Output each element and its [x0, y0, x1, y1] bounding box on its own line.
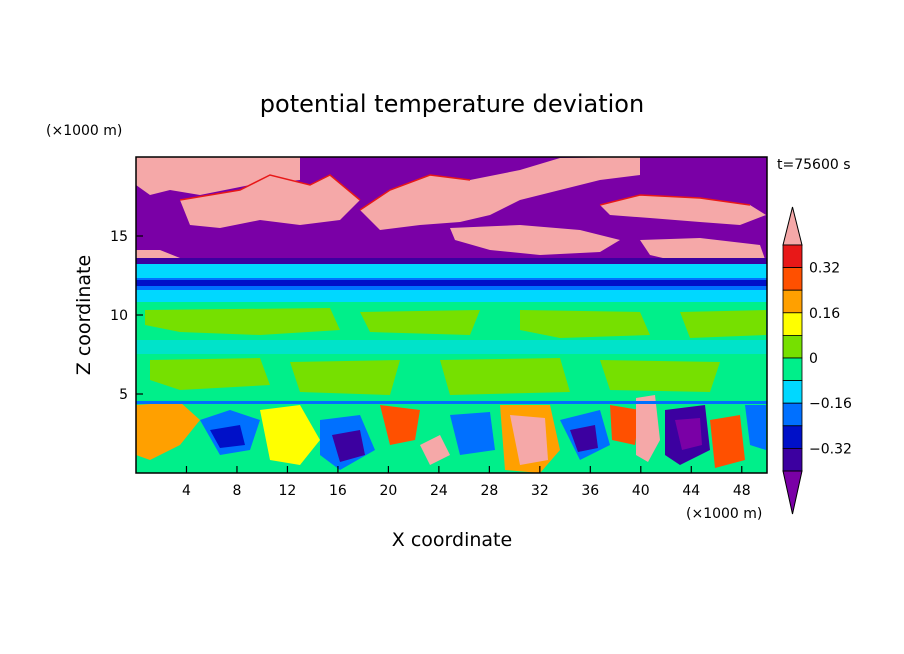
time-label: t=75600 s	[777, 157, 851, 173]
plot-area	[136, 157, 767, 473]
cloud-patch	[136, 157, 300, 195]
colorbar-segment	[782, 334, 803, 359]
x-tick-label: 24	[430, 483, 448, 499]
convective-cell	[710, 415, 745, 468]
x-tick-label: 32	[531, 483, 549, 499]
x-tick-label: 44	[682, 483, 700, 499]
x-tick-label: 20	[379, 483, 397, 499]
colorbar-segment	[782, 312, 803, 336]
warm-band	[150, 358, 720, 395]
convective-cell	[636, 395, 660, 462]
convective-cell	[136, 402, 200, 460]
colorbar-label: 0	[809, 351, 818, 367]
colorbar-label: 0.32	[809, 261, 840, 277]
y-tick-label: 15	[110, 229, 128, 245]
x-tick-label: 36	[581, 483, 599, 499]
x-unit-label: (×1000 m)	[686, 506, 762, 522]
x-tick-label: 16	[329, 483, 347, 499]
y-tick-label: 5	[119, 387, 128, 403]
colorbar-label: −0.32	[809, 441, 852, 457]
colorbar-segment	[782, 447, 803, 472]
convective-cell	[675, 418, 702, 450]
colorbar-label: 0.16	[809, 306, 840, 322]
cloud-edge	[179, 174, 751, 211]
y-axis-title: Z coordinate	[73, 255, 95, 375]
colorbar-segment	[782, 267, 803, 291]
warm-band	[145, 308, 766, 338]
cloud-patch	[180, 175, 360, 228]
convective-cell	[420, 435, 450, 465]
x-axis: 4 8 12 16 20 24 28 32 36 40 44 48	[182, 466, 751, 499]
convective-cell	[210, 425, 245, 448]
convective-cell	[332, 430, 365, 462]
cloud-patch	[600, 195, 766, 225]
colorbar-max-extension	[782, 206, 803, 246]
x-axis-title: X coordinate	[392, 529, 512, 551]
colorbar-segment	[782, 380, 803, 404]
convective-cell	[610, 405, 640, 445]
convective-cell	[510, 415, 548, 465]
colorbar-label: −0.16	[809, 396, 852, 412]
convective-cell	[745, 405, 766, 450]
colorbar-min-extension	[782, 470, 803, 515]
colorbar-segment	[782, 357, 803, 382]
colorbar-segment	[782, 289, 803, 314]
x-tick-label: 48	[733, 483, 751, 499]
x-tick-label: 12	[279, 483, 297, 499]
convective-cell	[570, 425, 598, 452]
colorbar-segment	[782, 425, 803, 449]
y-tick-label: 10	[110, 308, 128, 324]
x-tick-label: 4	[182, 483, 191, 499]
cloud-patch	[450, 225, 620, 255]
x-tick-label: 40	[632, 483, 650, 499]
colorbar-segment	[782, 244, 803, 269]
y-axis: 5 10 15	[110, 229, 143, 403]
convective-cell	[450, 412, 495, 455]
x-tick-label: 8	[232, 483, 241, 499]
convective-cell	[380, 405, 420, 445]
colorbar-segment	[782, 402, 803, 427]
x-tick-label: 28	[480, 483, 498, 499]
convective-cell	[260, 405, 320, 465]
y-unit-label: (×1000 m)	[46, 123, 122, 139]
chart-title: potential temperature deviation	[260, 90, 644, 118]
colorbar: −0.32 −0.16 0 0.16 0.32	[782, 206, 852, 515]
